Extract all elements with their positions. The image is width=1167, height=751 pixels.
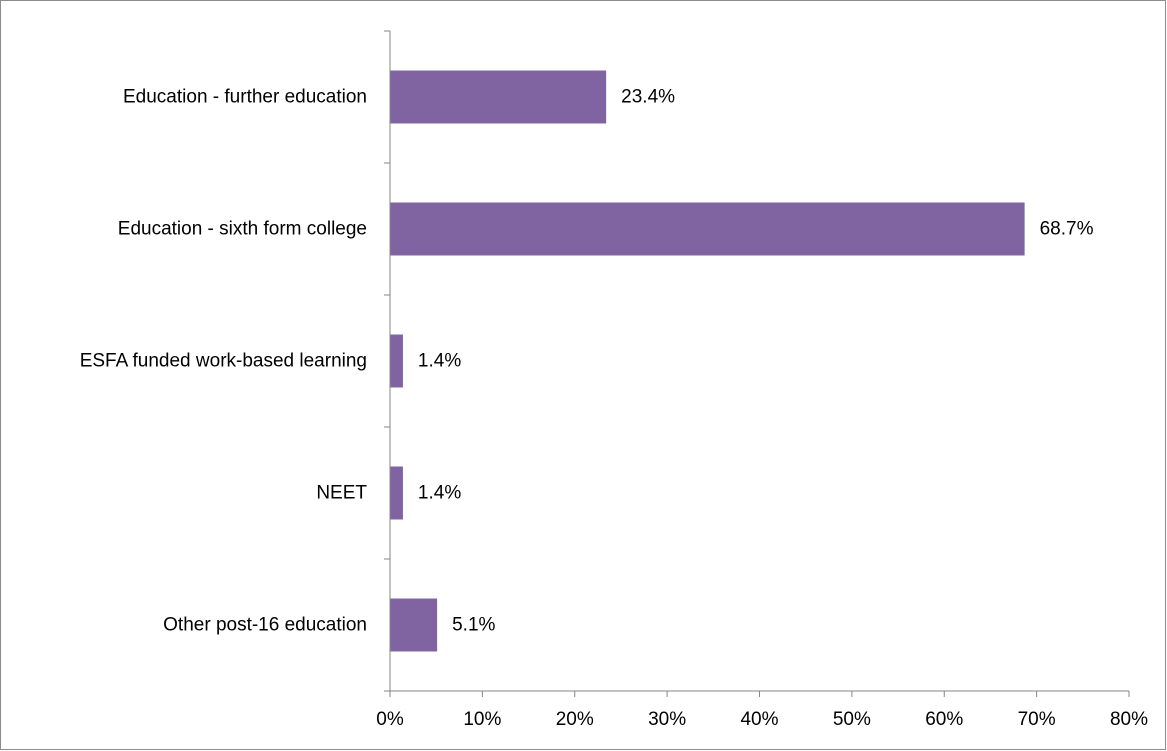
x-tick-label-7: 70% xyxy=(1018,709,1056,730)
category-label-4: Other post-16 education xyxy=(163,615,367,636)
x-tick-label-2: 20% xyxy=(556,709,594,730)
value-label-3: 1.4% xyxy=(418,483,461,504)
axes-layer xyxy=(384,31,1129,697)
bar-0 xyxy=(390,71,606,124)
value-label-4: 5.1% xyxy=(452,615,495,636)
bar-3 xyxy=(390,467,403,520)
bar-4 xyxy=(390,599,437,652)
category-label-0: Education - further education xyxy=(123,87,367,108)
bar-2 xyxy=(390,335,403,388)
x-tick-label-0: 0% xyxy=(376,709,404,730)
value-label-2: 1.4% xyxy=(418,351,461,372)
value-label-0: 23.4% xyxy=(621,87,675,108)
category-label-1: Education - sixth form college xyxy=(118,219,367,240)
bars-layer xyxy=(390,71,1025,652)
x-tick-label-1: 10% xyxy=(463,709,501,730)
x-tick-label-4: 40% xyxy=(740,709,778,730)
x-tick-label-5: 50% xyxy=(833,709,871,730)
bar-1 xyxy=(390,203,1025,256)
value-label-1: 68.7% xyxy=(1040,219,1094,240)
x-tick-label-8: 80% xyxy=(1110,709,1148,730)
x-tick-label-6: 60% xyxy=(925,709,963,730)
category-label-3: NEET xyxy=(316,483,367,504)
category-label-2: ESFA funded work-based learning xyxy=(80,351,367,372)
labels-layer: Education - further education 23.4% Educat… xyxy=(80,87,1148,731)
x-tick-label-3: 30% xyxy=(648,709,686,730)
